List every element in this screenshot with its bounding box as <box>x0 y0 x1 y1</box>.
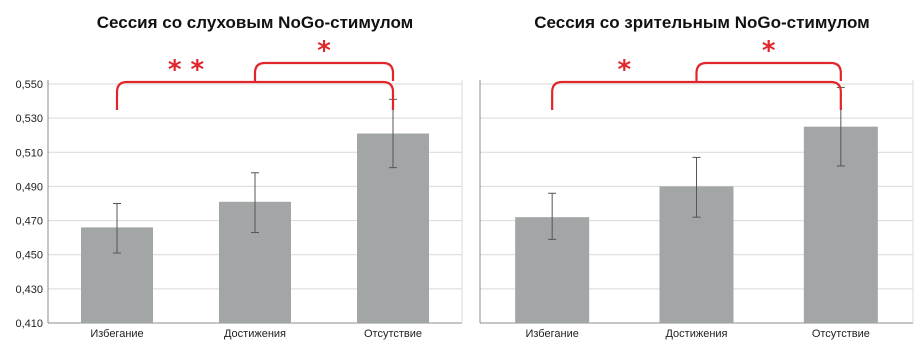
x-tick-labels: Избегание Достижения Отсутствие <box>525 328 869 340</box>
y-tick-label: 0,430 <box>15 284 43 296</box>
y-tick-labels: 0,410 0,430 0,450 0,470 0,490 0,510 0,530 0,550 <box>15 79 43 330</box>
y-tick-label: 0,470 <box>15 216 43 228</box>
significance-label: * * <box>168 55 205 85</box>
significance-label: * <box>317 36 331 66</box>
chart-title: Сессия со зрительным NoGo-стимулом <box>534 13 870 32</box>
y-tick-label: 0,410 <box>15 318 43 330</box>
significance-bracket <box>253 61 395 81</box>
y-tick-label: 0,530 <box>15 113 43 125</box>
significance-bracket <box>695 61 842 81</box>
significance-brackets: * * * <box>115 36 395 110</box>
x-tick-label: Отсутствие <box>364 328 422 340</box>
error-bars <box>548 86 845 240</box>
x-tick-label: Отсутствие <box>812 328 870 340</box>
y-tick-label: 0,510 <box>15 147 43 159</box>
chart-visual: Сессия со зрительным NoGo-стимулом Избег… <box>479 13 914 340</box>
significance-bracket <box>115 80 395 110</box>
x-tick-label: Достижения <box>665 328 727 340</box>
significance-label: * <box>618 55 632 85</box>
x-tick-label: Избегание <box>525 328 578 340</box>
x-tick-labels: Избегание Достижения Отсутствие <box>90 328 422 340</box>
significance-label: * <box>762 36 776 66</box>
error-bars <box>113 98 397 254</box>
x-tick-label: Достижения <box>224 328 286 340</box>
y-tick-label: 0,550 <box>15 79 43 91</box>
bars <box>515 126 878 323</box>
significance-bracket <box>551 80 842 110</box>
chart-auditory: Сессия со слуховым NoGo-стимулом 0,4100,… <box>15 13 463 340</box>
chart-title: Сессия со слуховым NoGo-стимулом <box>97 13 414 32</box>
x-tick-label: Избегание <box>90 328 143 340</box>
significance-brackets: ** <box>551 36 842 110</box>
y-tick-label: 0,490 <box>15 181 43 193</box>
y-tick-label: 0,450 <box>15 250 43 262</box>
